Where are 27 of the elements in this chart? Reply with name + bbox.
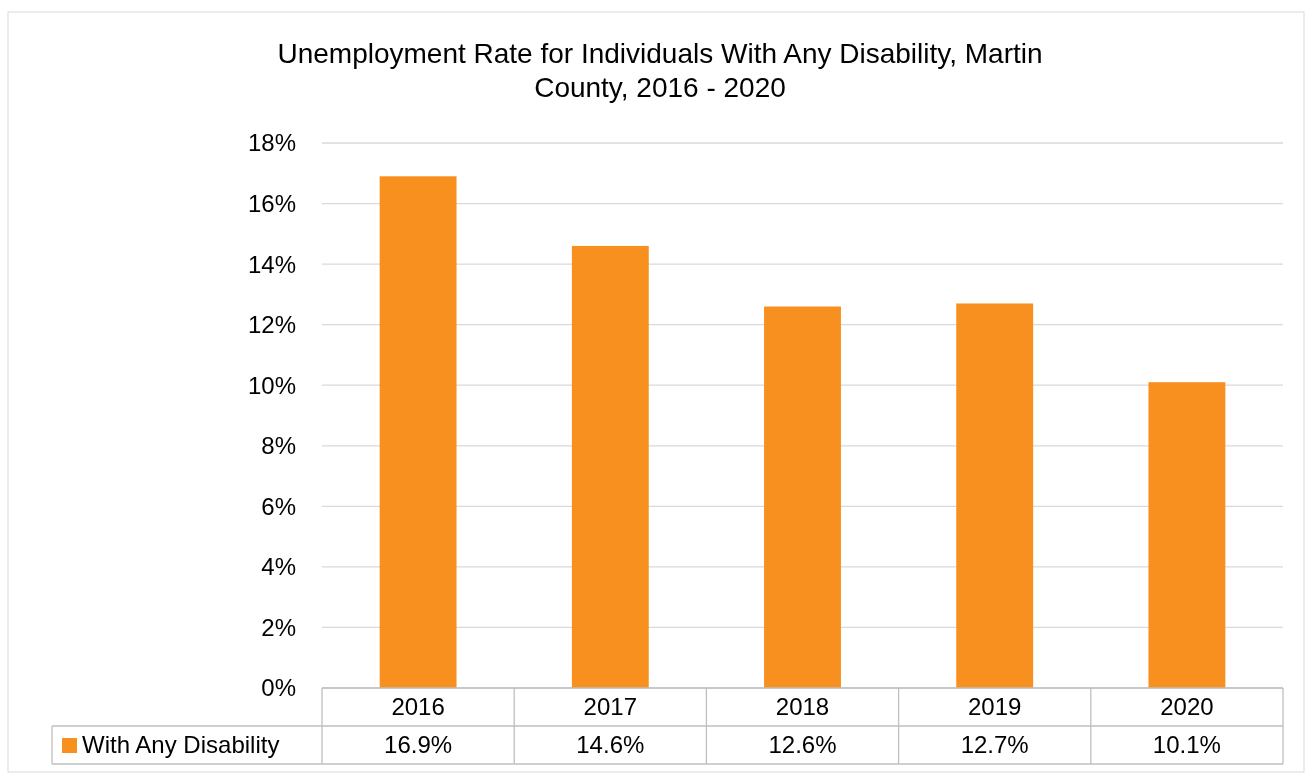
bar	[956, 303, 1034, 688]
y-tick-label: 16%	[247, 189, 296, 217]
bar	[764, 306, 841, 688]
y-tick-label: 8%	[261, 432, 296, 460]
y-tick-label: 6%	[261, 492, 296, 520]
data-label: 14.6%	[576, 731, 645, 759]
y-tick-label: 12%	[247, 311, 296, 339]
data-label: 10.1%	[1152, 731, 1221, 759]
bar	[1148, 382, 1226, 688]
x-tick-label: 2017	[583, 693, 637, 721]
legend-label: With Any Disability	[82, 731, 280, 759]
data-label: 12.7%	[960, 731, 1029, 759]
y-tick-label: 2%	[261, 613, 296, 641]
x-tick-label: 2018	[775, 693, 830, 721]
y-tick-label: 18%	[247, 129, 296, 157]
x-tick-label: 2019	[968, 693, 1022, 721]
y-tick-label: 0%	[261, 674, 296, 702]
x-tick-label: 2016	[391, 693, 445, 721]
chart-title: Unemployment Rate for Individuals With Any Disability, Martin County, 2016 - 2020	[277, 38, 1043, 103]
data-label: 12.6%	[768, 731, 837, 759]
x-tick-label: 2020	[1160, 693, 1214, 721]
bar	[571, 245, 649, 688]
y-tick-label: 10%	[247, 371, 296, 399]
bar	[379, 176, 457, 688]
y-tick-label: 14%	[247, 250, 296, 278]
data-label: 16.9%	[384, 731, 453, 759]
y-tick-label: 4%	[261, 553, 296, 581]
